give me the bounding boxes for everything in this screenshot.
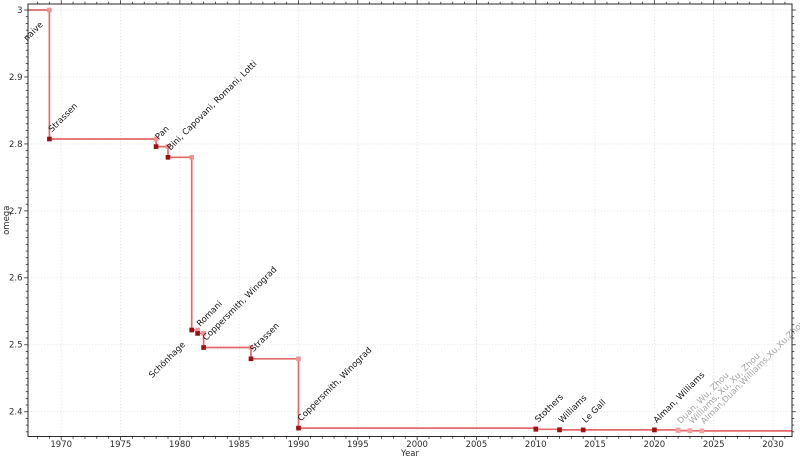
step-corner-marker	[201, 331, 206, 336]
data-point-marker	[580, 427, 586, 433]
data-point-marker	[557, 427, 562, 433]
data-point-marker	[153, 144, 159, 149]
x-tick-label: 1990	[288, 440, 310, 450]
provisional-point-marker	[687, 428, 693, 434]
step-corner-marker	[296, 356, 301, 362]
y-tick-label: 2.4	[9, 408, 23, 418]
data-point-marker	[533, 427, 539, 432]
x-tick-label: 2015	[584, 440, 606, 450]
x-tick-label: 2000	[406, 440, 428, 450]
step-corner-marker	[195, 327, 200, 333]
step-corner-marker	[165, 144, 171, 149]
step-corner-marker	[47, 7, 52, 13]
y-tick-label: 2.8	[9, 140, 23, 150]
y-tick-label: 3	[17, 6, 22, 16]
x-tick-label: 2005	[466, 440, 488, 450]
x-tick-label: 1975	[110, 440, 132, 450]
provisional-point-marker	[675, 428, 681, 433]
step-corner-marker	[153, 136, 159, 142]
data-point-marker	[47, 136, 52, 142]
data-point-marker	[652, 427, 657, 433]
x-tick-label: 2030	[762, 440, 784, 450]
x-tick-label: 1980	[169, 440, 191, 450]
x-tick-label: 2020	[644, 440, 666, 450]
data-point-marker	[165, 155, 171, 160]
y-tick-label: 2.5	[9, 341, 23, 351]
data-point-marker	[296, 425, 301, 431]
x-tick-label: 1995	[347, 440, 369, 450]
x-tick-label: 1970	[50, 440, 72, 450]
plot-frame	[27, 3, 793, 437]
data-point-marker	[189, 327, 194, 333]
step-corner-marker	[189, 155, 194, 160]
provisional-point-marker	[699, 428, 705, 434]
step-corner-marker	[248, 345, 254, 350]
y-tick-label: 2.7	[9, 207, 23, 217]
x-tick-label: 2010	[525, 440, 547, 450]
y-axis-title: omega	[2, 206, 12, 235]
x-axis-title: Year	[400, 449, 420, 459]
x-tick-label: 2025	[703, 440, 725, 450]
x-tick-label: 1985	[228, 440, 250, 450]
y-tick-label: 2.9	[9, 73, 23, 83]
data-point-marker	[248, 356, 254, 362]
data-point-marker	[201, 345, 206, 350]
y-tick-label: 2.6	[9, 274, 23, 284]
data-point-marker	[195, 331, 200, 336]
